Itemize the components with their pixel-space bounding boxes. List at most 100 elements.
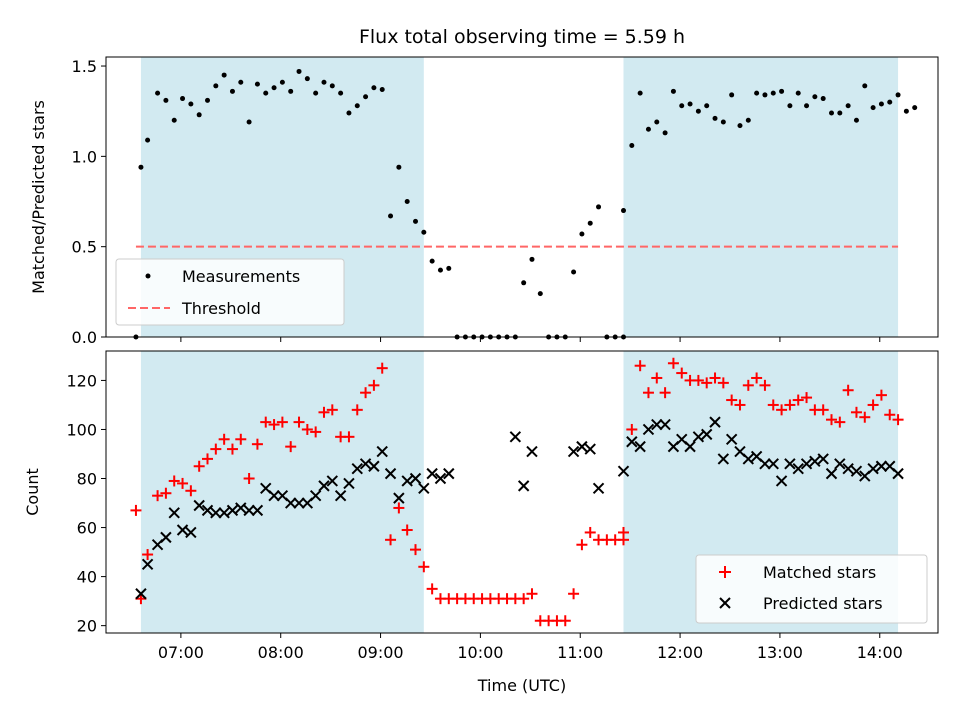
measurement-point [670,88,676,94]
measurement-point [329,83,335,89]
matched-star-point [576,539,588,551]
measurement-point [263,90,269,96]
matched-star-point [243,473,255,485]
measurement-point [171,117,177,123]
bottom-y-tick-label: 100 [66,420,97,439]
matched-star-point [867,399,879,411]
matched-star-point [310,426,322,438]
measurement-point [571,269,577,275]
matched-star-point [634,360,646,372]
measurement-point [596,204,602,210]
predicted-star-point [792,462,804,475]
measurement-point [870,105,876,111]
matched-star-point [859,411,871,423]
predicted-star-point [226,504,239,517]
measurement-point [296,68,302,74]
predicted-star-point [426,467,438,480]
top-y-tick-label: 1.0 [72,147,97,166]
measurement-point [229,88,235,94]
x-tick-label: 07:00 [158,643,204,662]
measurement-point [321,79,327,85]
measurement-point [346,110,352,116]
matched-star-point [393,502,405,514]
measurement-point [829,110,835,116]
measurement-point [379,87,385,93]
measurement-point [720,119,726,125]
predicted-star-point [659,418,671,431]
measurement-point [304,76,310,82]
measurement-point [687,101,693,107]
bottom-y-axis-label: Count [23,468,42,516]
matched-star-point [518,593,530,605]
predicted-stars-points [135,416,904,600]
predicted-star-point [709,416,721,428]
bottom-y-tick-label: 20 [77,617,97,636]
predicted-star-point [584,443,596,455]
predicted-star-point [517,480,530,492]
legend-matched-marker [719,566,731,578]
measurement-point [645,126,651,132]
predicted-star-point [684,440,696,453]
x-tick-label: 12:00 [657,643,703,662]
top-axes-frame [105,56,939,338]
x-tick-label: 09:00 [358,643,404,662]
predicted-star-point [875,460,888,472]
legend-measurements-label: Measurements [182,267,300,286]
predicted-star-point [892,467,904,480]
matched-star-point [767,399,779,411]
predicted-star-point [692,431,705,443]
predicted-star-point [168,507,180,519]
matched-star-point [642,387,654,399]
measurement-point [712,115,718,121]
measurement-point [679,103,685,109]
measurement-point [704,103,710,109]
predicted-star-point [842,462,854,475]
matched-star-point [218,433,230,445]
predicted-star-point [809,455,821,468]
measurement-point [820,96,826,102]
matched-star-point [177,477,189,489]
matched-star-point [659,387,671,399]
matched-star-point [875,389,887,401]
measurement-point [521,280,527,286]
legend-measurements-marker [145,273,151,279]
matched-star-point [285,441,297,453]
predicted-star-point [651,418,663,431]
measurement-point [587,220,593,226]
predicted-star-point [193,499,205,512]
top-x-ticks [180,337,881,342]
measurement-point [529,256,535,262]
predicted-star-point [384,467,397,480]
predicted-star-point [235,502,247,514]
predicted-star-point [210,507,222,519]
top-y-tick-label: 1.5 [72,57,97,76]
predicted-star-point [717,453,730,465]
matched-star-point [692,374,704,386]
measurement-point [754,90,760,96]
measurement-point [188,101,194,107]
matched-star-point [826,414,838,426]
matched-star-point [842,384,854,396]
matched-star-point [142,549,154,561]
matched-star-point [618,526,630,538]
measurement-point [213,83,219,89]
matched-star-point [584,526,596,538]
matched-star-point [834,416,846,428]
predicted-star-point [376,445,388,458]
matched-star-point [260,416,272,428]
matched-star-point [426,583,438,595]
top-legend: Measurements Threshold [115,258,345,326]
top-y-tick-label: 0.0 [72,328,97,347]
predicted-star-point [176,524,189,536]
matched-star-point [301,423,313,435]
matched-star-point [410,544,422,556]
matched-star-point [701,377,713,389]
matched-star-point [193,460,205,472]
predicted-star-point [817,453,829,465]
predicted-star-point [293,497,305,509]
measurement-point [762,92,768,98]
measurement-point [770,90,776,96]
measurement-point [196,112,202,118]
matched-star-point [360,387,372,399]
predicted-star-point [775,475,788,487]
